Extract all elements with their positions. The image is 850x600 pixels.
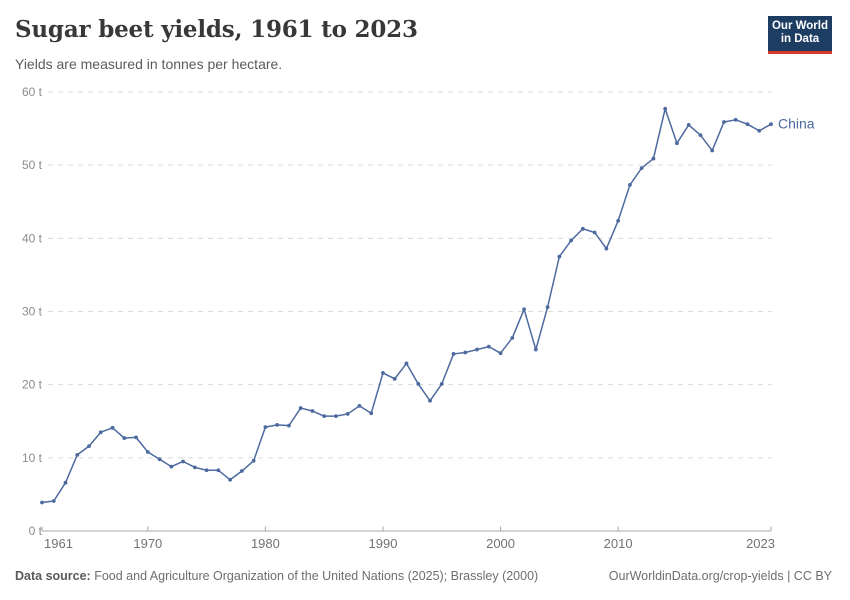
data-point bbox=[628, 183, 632, 187]
data-point bbox=[216, 468, 221, 473]
x-axis-label: 1970 bbox=[133, 536, 162, 551]
data-point bbox=[733, 117, 738, 122]
owid-logo: Our World in Data bbox=[768, 16, 832, 54]
data-point bbox=[404, 361, 409, 366]
x-axis-label: 1990 bbox=[369, 536, 398, 551]
y-axis-label: 20 t bbox=[22, 378, 43, 392]
data-point bbox=[310, 409, 315, 413]
y-axis-label: 30 t bbox=[22, 305, 43, 319]
data-point bbox=[63, 480, 68, 485]
y-axis-label: 0 t bbox=[29, 524, 43, 538]
data-point bbox=[239, 469, 244, 473]
data-point bbox=[40, 500, 44, 505]
data-point bbox=[769, 122, 773, 127]
data-source-note: Data source: Food and Agriculture Organi… bbox=[15, 569, 538, 583]
data-point bbox=[545, 305, 550, 310]
data-point bbox=[475, 347, 479, 352]
data-point bbox=[345, 412, 350, 416]
data-point bbox=[369, 411, 374, 416]
data-point bbox=[169, 464, 174, 469]
y-axis-label: 60 t bbox=[22, 85, 43, 99]
x-axis-label: 1961 bbox=[44, 536, 73, 551]
data-point bbox=[275, 423, 280, 427]
y-axis-label: 10 t bbox=[22, 451, 43, 465]
data-point bbox=[98, 430, 103, 435]
data-point bbox=[498, 351, 503, 356]
data-point bbox=[663, 106, 668, 111]
data-point bbox=[87, 444, 91, 449]
data-point bbox=[110, 425, 115, 430]
data-point bbox=[451, 352, 456, 356]
data-point bbox=[322, 414, 327, 419]
data-line-china bbox=[41, 108, 772, 504]
data-point bbox=[698, 133, 703, 138]
data-point bbox=[757, 128, 762, 133]
data-point bbox=[145, 450, 150, 454]
data-point bbox=[592, 230, 597, 235]
footer: Data source: Food and Agriculture Organi… bbox=[15, 569, 832, 583]
data-point bbox=[357, 403, 362, 408]
data-source-text: Food and Agriculture Organization of the… bbox=[90, 569, 539, 583]
data-point bbox=[686, 123, 691, 127]
data-point bbox=[416, 382, 421, 386]
y-axis-label: 50 t bbox=[22, 158, 43, 172]
series-label-china: China bbox=[778, 116, 815, 132]
owid-logo-line2: in Data bbox=[780, 33, 820, 45]
data-point bbox=[51, 499, 56, 503]
owid-logo-line1: Our World bbox=[771, 20, 828, 32]
data-point bbox=[134, 435, 138, 440]
data-point bbox=[604, 246, 609, 251]
data-point bbox=[251, 458, 256, 463]
data-point bbox=[381, 371, 385, 375]
data-point bbox=[122, 436, 127, 440]
data-point bbox=[651, 156, 656, 161]
data-point bbox=[298, 406, 303, 410]
data-point bbox=[675, 141, 679, 146]
data-point bbox=[157, 457, 162, 462]
data-point bbox=[745, 122, 750, 127]
data-point bbox=[569, 238, 574, 243]
data-point bbox=[522, 307, 526, 312]
data-point bbox=[287, 423, 291, 428]
data-point bbox=[428, 398, 432, 403]
data-point bbox=[722, 120, 726, 124]
x-axis-label: 2023 bbox=[746, 536, 775, 551]
data-point bbox=[192, 465, 197, 470]
x-axis-label: 2000 bbox=[486, 536, 515, 551]
y-axis-label: 40 t bbox=[22, 231, 43, 245]
data-point bbox=[181, 459, 185, 464]
data-point bbox=[616, 218, 621, 223]
x-axis-label: 1980 bbox=[251, 536, 280, 551]
data-point bbox=[439, 382, 444, 386]
data-point bbox=[533, 347, 538, 352]
data-point bbox=[463, 350, 468, 355]
data-point bbox=[334, 414, 338, 419]
data-source-label: Data source: bbox=[15, 569, 91, 583]
data-point bbox=[710, 148, 715, 153]
data-point bbox=[580, 226, 585, 231]
data-point bbox=[204, 468, 209, 473]
x-axis-label: 2010 bbox=[604, 536, 633, 551]
data-point bbox=[228, 477, 233, 482]
data-point bbox=[392, 376, 397, 381]
data-point bbox=[75, 453, 80, 457]
data-point bbox=[557, 254, 562, 259]
page-title: Sugar beet yields, 1961 to 2023 bbox=[15, 16, 418, 43]
data-point bbox=[486, 344, 491, 349]
data-point bbox=[263, 425, 268, 430]
data-point bbox=[510, 335, 515, 340]
footer-link[interactable]: OurWorldinData.org/crop-yields | CC BY bbox=[608, 569, 832, 583]
chart-subtitle: Yields are measured in tonnes per hectar… bbox=[15, 56, 283, 72]
data-point bbox=[639, 166, 644, 170]
